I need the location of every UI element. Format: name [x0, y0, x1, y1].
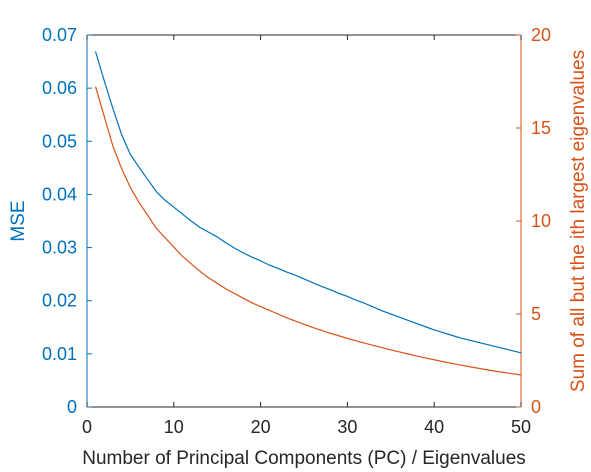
- left-y-tick-label: 0.07: [42, 25, 77, 45]
- x-tick-label: 10: [164, 417, 184, 437]
- right-y-tick-label: 20: [531, 25, 551, 45]
- right-y-tick-label: 5: [531, 304, 541, 324]
- x-tick-label: 0: [82, 417, 92, 437]
- right-y-tick-label: 15: [531, 118, 551, 138]
- left-y-tick-label: 0.04: [42, 184, 77, 204]
- series-layer: [95, 51, 522, 376]
- right-y-axis-label: Sum of all but the ith largest eigenvalu…: [568, 50, 589, 392]
- right-y-tick-label: 10: [531, 211, 551, 231]
- right-y-ticks: 0 5 10 15 20: [516, 25, 551, 417]
- left-y-tick-label: 0.06: [42, 78, 77, 98]
- eigenvalue-sum-series-line: [95, 86, 522, 376]
- left-y-tick-label: 0.05: [42, 131, 77, 151]
- left-y-tick-label: 0: [67, 397, 77, 417]
- right-y-tick-label: 0: [531, 397, 541, 417]
- mse-series-line: [95, 51, 522, 354]
- left-y-ticks: 0 0.01 0.02 0.03 0.04 0.05 0.06 0.07: [42, 25, 92, 417]
- left-y-tick-label: 0.02: [42, 291, 77, 311]
- x-tick-label: 40: [424, 417, 444, 437]
- left-y-tick-label: 0.01: [42, 344, 77, 364]
- left-y-axis-label: MSE: [8, 200, 29, 241]
- x-ticks: 0 10 20 30 40 50: [82, 35, 531, 437]
- x-tick-label: 20: [251, 417, 271, 437]
- x-axis-label: Number of Principal Components (PC) / Ei…: [82, 448, 526, 469]
- plot-frame: [86, 34, 522, 408]
- x-tick-label: 50: [511, 417, 531, 437]
- left-y-tick-label: 0.03: [42, 238, 77, 258]
- x-tick-label: 30: [337, 417, 357, 437]
